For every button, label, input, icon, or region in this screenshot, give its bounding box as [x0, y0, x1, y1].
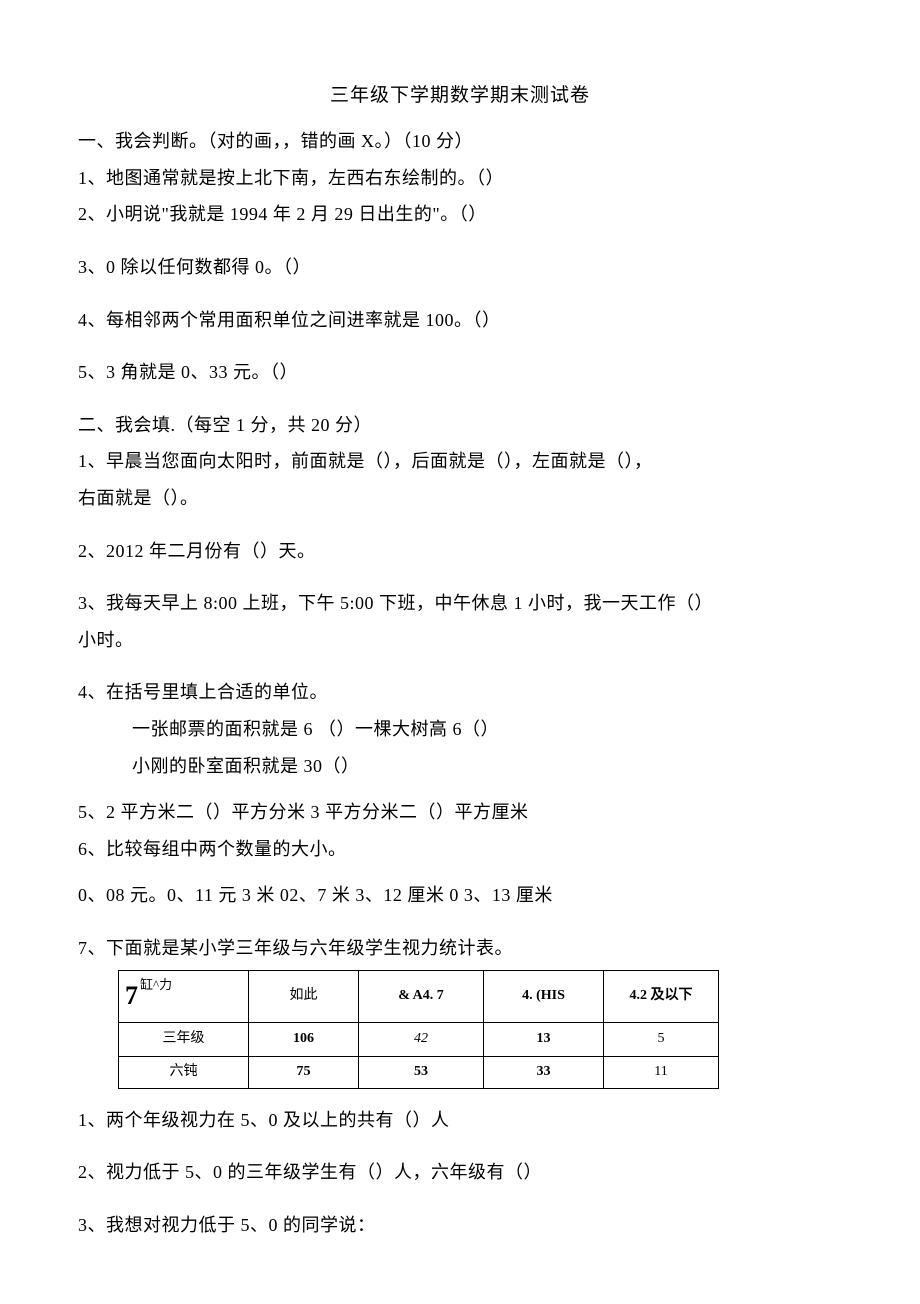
r2-c4: 11	[604, 1056, 719, 1088]
s1-q5: 5、3 角就是 0、33 元。（）	[78, 357, 842, 388]
s2-q1a: 1、早晨当您面向太阳时，前面就是（），后面就是（），左面就是（），	[78, 446, 842, 477]
s2-q4b: 一张邮票的面积就是 6 （）一棵大树高 6（）	[78, 714, 842, 745]
th-c4: 4.2 及以下	[604, 970, 719, 1022]
th-c1: 如此	[249, 970, 359, 1022]
th-c0a: 7	[125, 974, 138, 1018]
th-c3: 4. (HIS	[484, 970, 604, 1022]
s1-q2: 2、小明说"我就是 1994 年 2 月 29 日出生的"。（）	[78, 199, 842, 230]
table-row: 六钝 75 53 33 11	[119, 1056, 719, 1088]
r2-c3: 33	[484, 1056, 604, 1088]
r1-c2: 42	[359, 1022, 484, 1056]
s2-q5: 5、2 平方米二（）平方分米 3 平方分米二（）平方厘米	[78, 797, 842, 828]
s2-q4c: 小刚的卧室面积就是 30（）	[78, 751, 842, 782]
s2-q1b: 右面就是（）。	[78, 483, 842, 514]
s1-q3: 3、0 除以任何数都得 0。（）	[78, 252, 842, 283]
s2-q3a: 3、我每天早上 8:00 上班，下午 5:00 下班，中午休息 1 小时，我一天…	[78, 588, 842, 619]
r1-c4: 5	[604, 1022, 719, 1056]
page-title: 三年级下学期数学期末测试卷	[78, 80, 842, 112]
r2-c2: 53	[359, 1056, 484, 1088]
s2-q6b: 0、08 元。0、11 元 3 米 02、7 米 3、12 厘米 0 3、13 …	[78, 880, 842, 911]
s2-q4a: 4、在括号里填上合适的单位。	[78, 677, 842, 708]
table-header-row: 7 缸^力 如此 & A4. 7 4. (HIS 4.2 及以下	[119, 970, 719, 1022]
section1-heading: 一、我会判断。（对的画，，错的画 X。）（10 分）	[78, 126, 842, 157]
s1-q1: 1、地图通常就是按上北下南，左西右东绘制的。（）	[78, 163, 842, 194]
r2-c0: 六钝	[119, 1056, 249, 1088]
s3-q1: 1、两个年级视力在 5、0 及以上的共有（）人	[78, 1105, 842, 1136]
s3-q3: 3、我想对视力低于 5、0 的同学说：	[78, 1210, 842, 1241]
r1-c1: 106	[249, 1022, 359, 1056]
table-row: 三年级 106 42 13 5	[119, 1022, 719, 1056]
section2-heading: 二、我会填.（每空 1 分，共 20 分）	[78, 410, 842, 441]
r1-c3: 13	[484, 1022, 604, 1056]
th-c0b: 缸^力	[140, 974, 172, 996]
s2-q6a: 6、比较每组中两个数量的大小。	[78, 834, 842, 865]
vision-table: 7 缸^力 如此 & A4. 7 4. (HIS 4.2 及以下 三年级 106…	[118, 970, 719, 1089]
s2-q7: 7、下面就是某小学三年级与六年级学生视力统计表。	[78, 933, 842, 964]
r2-c1: 75	[249, 1056, 359, 1088]
th-c0: 7 缸^力	[119, 970, 249, 1022]
s2-q3b: 小时。	[78, 625, 842, 656]
s2-q2: 2、2012 年二月份有（）天。	[78, 536, 842, 567]
s1-q4: 4、每相邻两个常用面积单位之间进率就是 100。（）	[78, 305, 842, 336]
r1-c0: 三年级	[119, 1022, 249, 1056]
th-c2: & A4. 7	[359, 970, 484, 1022]
s3-q2: 2、视力低于 5、0 的三年级学生有（）人，六年级有（）	[78, 1157, 842, 1188]
